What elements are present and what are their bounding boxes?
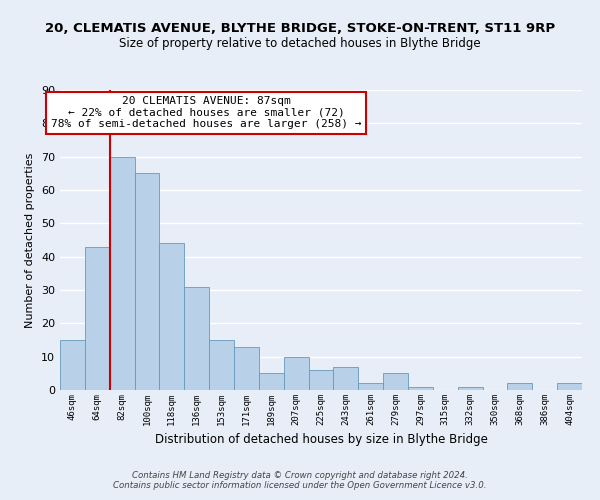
Y-axis label: Number of detached properties: Number of detached properties — [25, 152, 35, 328]
Bar — [358, 384, 383, 390]
Bar — [234, 346, 259, 390]
Bar — [284, 356, 308, 390]
Bar — [557, 384, 582, 390]
Bar — [209, 340, 234, 390]
Bar — [334, 366, 358, 390]
Bar — [408, 386, 433, 390]
Text: Size of property relative to detached houses in Blythe Bridge: Size of property relative to detached ho… — [119, 38, 481, 51]
Bar — [85, 246, 110, 390]
Text: 20 CLEMATIS AVENUE: 87sqm
← 22% of detached houses are smaller (72)
78% of semi-: 20 CLEMATIS AVENUE: 87sqm ← 22% of detac… — [51, 96, 361, 129]
Bar — [184, 286, 209, 390]
X-axis label: Distribution of detached houses by size in Blythe Bridge: Distribution of detached houses by size … — [155, 434, 487, 446]
Bar — [259, 374, 284, 390]
Bar — [383, 374, 408, 390]
Bar — [60, 340, 85, 390]
Bar — [508, 384, 532, 390]
Bar — [458, 386, 482, 390]
Text: 20, CLEMATIS AVENUE, BLYTHE BRIDGE, STOKE-ON-TRENT, ST11 9RP: 20, CLEMATIS AVENUE, BLYTHE BRIDGE, STOK… — [45, 22, 555, 36]
Text: Contains HM Land Registry data © Crown copyright and database right 2024.
Contai: Contains HM Land Registry data © Crown c… — [113, 470, 487, 490]
Bar — [160, 244, 184, 390]
Bar — [134, 174, 160, 390]
Bar — [308, 370, 334, 390]
Bar — [110, 156, 134, 390]
